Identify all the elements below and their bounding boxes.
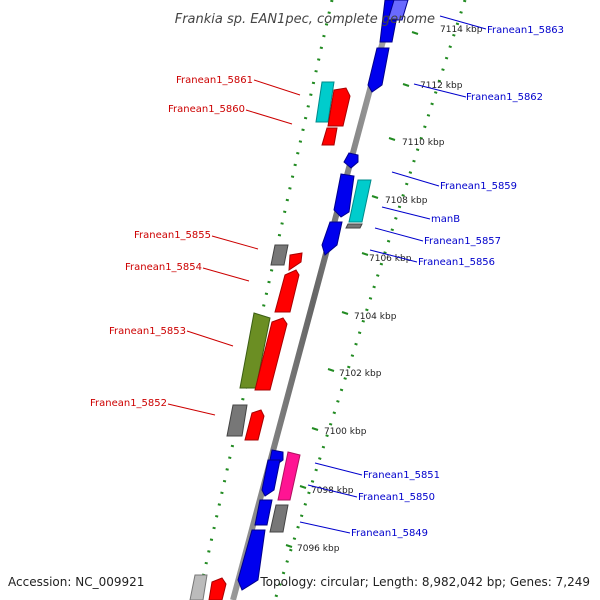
gene-franean1-5859b[interactable]: [333, 173, 355, 218]
gene-label-franean1-5853[interactable]: Franean1_5853: [109, 326, 186, 337]
gene-franean1-5852[interactable]: [226, 404, 248, 437]
gene-franean1-5861[interactable]: [315, 81, 335, 123]
gene-label-franean1-5850[interactable]: Franean1_5850: [358, 492, 435, 503]
kbp-tick-marks: [285, 31, 419, 548]
gene-franean1-5851[interactable]: [261, 459, 281, 497]
gene-label-franean1-5849[interactable]: Franean1_5849: [351, 528, 428, 539]
gene-franean1-5852b[interactable]: [244, 409, 265, 441]
gene-franean1-5855b[interactable]: [288, 252, 303, 271]
right-leaders: [299, 15, 487, 534]
gene-label-franean1-5862[interactable]: Franean1_5862: [466, 92, 543, 103]
gene-manb-tail: [345, 223, 363, 229]
gene-bottom-gray: [189, 574, 208, 600]
gene-label-franean1-5857[interactable]: Franean1_5857: [424, 236, 501, 247]
gene-franean1-5849b[interactable]: [237, 529, 266, 591]
gene-label-franean1-5851[interactable]: Franean1_5851: [363, 470, 440, 481]
kbp-label: 7108 kbp: [385, 196, 428, 206]
gene-bottom-red: [208, 577, 227, 600]
gene-franean1-5862[interactable]: [367, 47, 390, 93]
kbp-label: 7114 kbp: [440, 25, 483, 35]
gene-franean1-5854[interactable]: [274, 269, 300, 313]
gene-label-franean1-5852[interactable]: Franean1_5852: [90, 398, 167, 409]
map-title: Frankia sp. EAN1pec, complete genome: [175, 12, 435, 27]
kbp-label: 7096 kbp: [297, 544, 340, 554]
gene-manb[interactable]: [348, 179, 372, 223]
gene-franean1-5859[interactable]: [343, 152, 359, 169]
kbp-label: 7102 kbp: [339, 369, 382, 379]
gene-franean1-5849[interactable]: [269, 504, 289, 533]
gene-label-franean1-5859[interactable]: Franean1_5859: [440, 181, 517, 192]
gene-franean1-5850b[interactable]: [254, 499, 273, 526]
left-leaders: [167, 79, 301, 416]
gene-franean1-5850[interactable]: [277, 451, 301, 501]
gene-label-franean1-5855[interactable]: Franean1_5855: [134, 230, 211, 241]
gene-franean1-5863-top: [387, 0, 409, 21]
gene-franean1-5855[interactable]: [270, 244, 289, 266]
kbp-label: 7106 kbp: [369, 254, 412, 264]
kbp-label: 7112 kbp: [420, 81, 463, 91]
gene-label-franean1-5863[interactable]: Franean1_5863: [487, 25, 564, 36]
kbp-label: 7110 kbp: [402, 138, 445, 148]
kbp-label: 7100 kbp: [324, 427, 367, 437]
gene-franean1-5860b[interactable]: [321, 127, 338, 146]
gene-glyphs: [189, 81, 351, 600]
gene-label-franean1-5854[interactable]: Franean1_5854: [125, 262, 202, 273]
gene-label-manb[interactable]: manB: [431, 214, 460, 225]
gene-label-franean1-5860[interactable]: Franean1_5860: [168, 104, 245, 115]
gene-franean1-5857[interactable]: [321, 221, 343, 256]
genome-axis: [230, 0, 397, 600]
gene-label-franean1-5856[interactable]: Franean1_5856: [418, 257, 495, 268]
topology-text: Topology: circular; Length: 8,982,042 bp…: [259, 575, 590, 589]
accession-text: Accession: NC_009921: [8, 575, 144, 589]
kbp-label: 7104 kbp: [354, 312, 397, 322]
gene-franean1-5853b[interactable]: [254, 317, 288, 391]
gene-label-franean1-5861[interactable]: Franean1_5861: [176, 75, 253, 86]
gene-glyphs-reverse: [237, 0, 409, 591]
gene-franean1-5860[interactable]: [327, 87, 351, 127]
